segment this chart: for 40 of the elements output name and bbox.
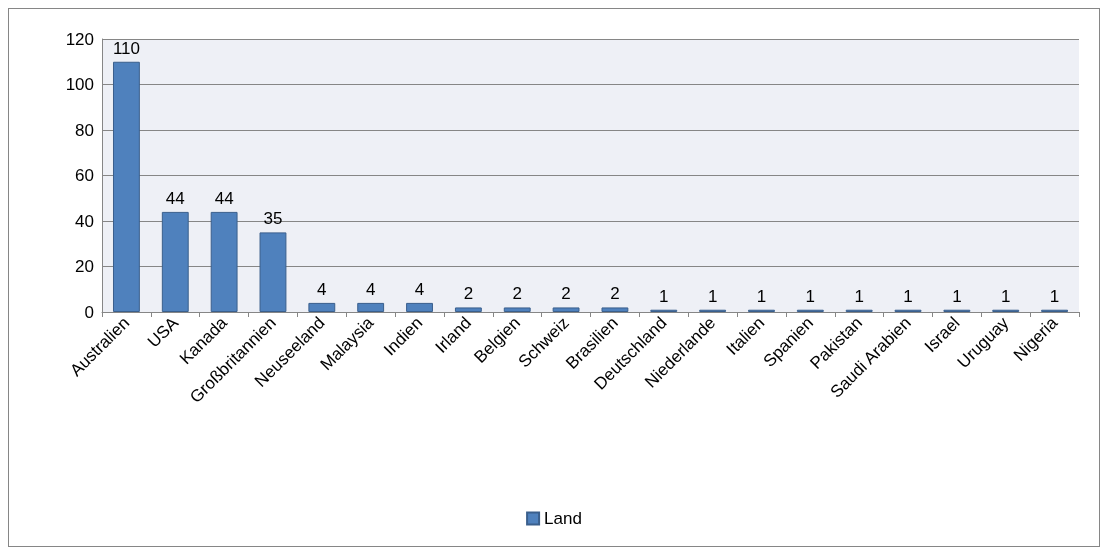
data-label: 44 (214, 188, 234, 208)
bar (259, 232, 287, 312)
data-label: 44 (165, 188, 185, 208)
data-label: 4 (317, 279, 327, 299)
data-label: 110 (112, 38, 140, 58)
data-label: 1 (805, 286, 816, 306)
y-tick-label: 20 (75, 257, 94, 276)
y-tick-label: 40 (75, 211, 94, 231)
bar (357, 302, 385, 312)
bar (552, 307, 580, 312)
data-label: 1 (756, 286, 767, 306)
data-label: 35 (263, 209, 283, 229)
data-label: 2 (463, 284, 474, 304)
bar (210, 211, 238, 312)
data-label: 2 (512, 284, 522, 304)
bar (308, 302, 336, 312)
bar (112, 61, 140, 312)
data-label: 1 (952, 286, 962, 306)
bar (161, 211, 189, 312)
data-label: 4 (414, 279, 425, 299)
y-tick-label: 100 (65, 75, 94, 94)
data-label: 1 (707, 286, 718, 306)
x-tick-label: USA (143, 312, 183, 352)
data-label: 1 (1049, 286, 1060, 306)
data-label: 2 (561, 284, 571, 304)
y-tick-label: 80 (75, 120, 94, 140)
data-label: 4 (365, 279, 376, 299)
data-label: 1 (854, 286, 864, 306)
data-label: 1 (1000, 286, 1011, 306)
bar (406, 302, 433, 312)
y-tick-label: 0 (84, 302, 94, 322)
data-label: 1 (903, 286, 913, 306)
bar (601, 307, 629, 312)
legend-label: Land (544, 509, 582, 528)
y-tick-label: 60 (75, 166, 94, 185)
bar (454, 307, 482, 312)
bar (503, 307, 531, 312)
data-label: 2 (610, 284, 620, 304)
y-tick-label: 120 (65, 29, 94, 49)
data-label: 1 (659, 286, 669, 306)
